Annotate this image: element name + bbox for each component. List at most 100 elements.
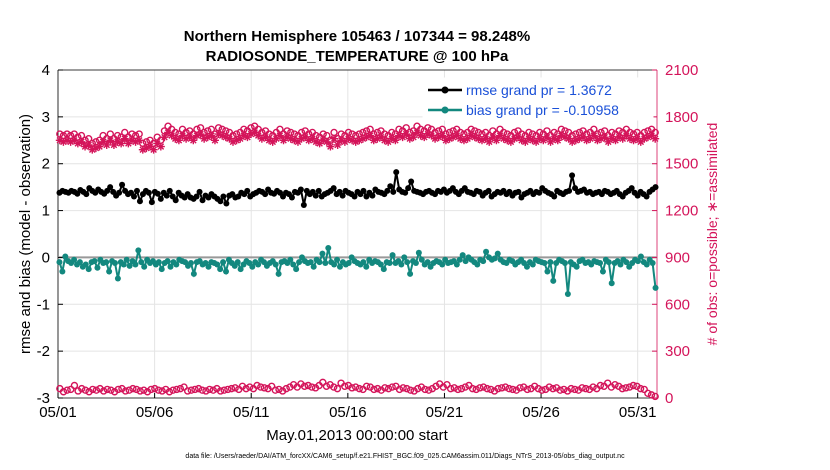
assimilated-point xyxy=(333,140,342,149)
x-tick-label: 05/11 xyxy=(233,404,269,421)
x-axis-label: May.01,2013 00:00:00 start xyxy=(266,427,448,444)
assimilated-point xyxy=(171,134,180,143)
assimilated-point xyxy=(178,131,187,140)
possible-point xyxy=(341,382,349,390)
assimilated-point xyxy=(261,133,270,142)
assimilated-point xyxy=(477,136,486,145)
assimilated-point xyxy=(192,131,201,140)
possible-point xyxy=(560,385,568,394)
possible-point xyxy=(169,386,177,394)
assimilated-point xyxy=(633,134,642,143)
assimilated-point xyxy=(622,131,631,140)
possible-point xyxy=(205,385,214,394)
bias-point xyxy=(491,255,498,262)
assimilated-point xyxy=(542,133,551,142)
assimilated-point xyxy=(553,136,562,145)
bias-point xyxy=(94,264,101,271)
possible-point xyxy=(556,386,564,394)
rmse-point xyxy=(262,191,269,198)
possible-point xyxy=(414,384,422,393)
bias-point xyxy=(249,263,256,270)
assimilated-point xyxy=(189,136,198,145)
assimilated-point xyxy=(521,137,530,146)
rmse-point xyxy=(300,201,307,208)
rmse-point xyxy=(351,193,358,200)
possible-point xyxy=(59,388,68,396)
assimilated-point xyxy=(272,134,281,143)
possible-point xyxy=(362,382,371,390)
possible-point xyxy=(198,386,206,394)
assimilated-point xyxy=(579,133,588,142)
rmse-point xyxy=(339,192,346,199)
rmse-point xyxy=(408,178,415,185)
rmse-point xyxy=(384,187,391,194)
assimilated-point xyxy=(560,133,569,142)
possible-point xyxy=(578,384,586,392)
assimilated-point xyxy=(499,134,508,143)
assimilated-point xyxy=(77,137,86,146)
assimilated-point xyxy=(420,133,429,142)
possible-point xyxy=(165,388,174,396)
rmse-point xyxy=(360,187,367,194)
assimilated-point xyxy=(510,134,519,143)
rmse-point xyxy=(315,187,322,194)
assimilated-point xyxy=(99,137,108,146)
assimilated-point xyxy=(81,142,90,151)
possible-point xyxy=(549,384,557,393)
rmse-point xyxy=(163,192,170,199)
bias-point xyxy=(494,250,501,257)
assimilated-point xyxy=(636,137,645,146)
rmse-point xyxy=(485,187,492,194)
assimilated-point xyxy=(319,136,328,145)
bias-point xyxy=(529,261,536,268)
assimilated-point xyxy=(402,130,411,139)
assimilated-point xyxy=(496,131,505,140)
bias-point xyxy=(59,268,66,275)
rmse-point xyxy=(193,193,200,200)
possible-point xyxy=(647,391,656,399)
assimilated-point xyxy=(250,128,259,137)
rmse-point xyxy=(148,199,155,206)
assimilated-point xyxy=(416,131,425,140)
bias-point xyxy=(138,259,145,266)
bias-point xyxy=(637,253,644,260)
bias-point xyxy=(275,270,282,277)
assimilated-point xyxy=(218,131,227,140)
chart-subtitle: RADIOSONDE_TEMPERATURE @ 100 hPa xyxy=(206,48,509,65)
rmse-point xyxy=(154,190,161,197)
possible-point xyxy=(154,386,163,394)
assimilated-point xyxy=(535,134,544,143)
bias-point xyxy=(605,259,612,266)
assimilated-point xyxy=(517,136,526,145)
possible-point xyxy=(300,382,309,390)
x-tick-label: 05/26 xyxy=(522,404,560,421)
assimilated-point xyxy=(485,137,494,146)
bias-point xyxy=(561,260,568,267)
assimilated-point xyxy=(445,134,454,143)
bias-point xyxy=(550,277,557,284)
rmse-point xyxy=(244,187,251,194)
assimilated-point xyxy=(66,137,75,146)
rmse-point xyxy=(551,193,558,200)
possible-point xyxy=(78,384,86,393)
assimilated-point xyxy=(146,142,155,151)
assimilated-point xyxy=(279,136,288,145)
possible-point xyxy=(509,385,517,394)
rmse-point xyxy=(107,184,114,191)
rmse-point xyxy=(199,197,206,204)
possible-point xyxy=(81,386,90,394)
possible-point xyxy=(224,385,232,394)
assimilated-point xyxy=(124,139,133,148)
assimilated-point xyxy=(557,131,566,140)
bias-point xyxy=(132,261,139,268)
assimilated-point xyxy=(59,137,68,146)
assimilated-point xyxy=(391,136,400,145)
assimilated-point xyxy=(452,131,461,140)
assimilated-point xyxy=(182,134,191,143)
assimilated-point xyxy=(514,133,523,142)
bias-point xyxy=(217,266,224,273)
bias-point xyxy=(158,266,165,273)
bias-point xyxy=(649,260,656,267)
assimilated-point xyxy=(597,134,606,143)
possible-point xyxy=(636,384,645,393)
